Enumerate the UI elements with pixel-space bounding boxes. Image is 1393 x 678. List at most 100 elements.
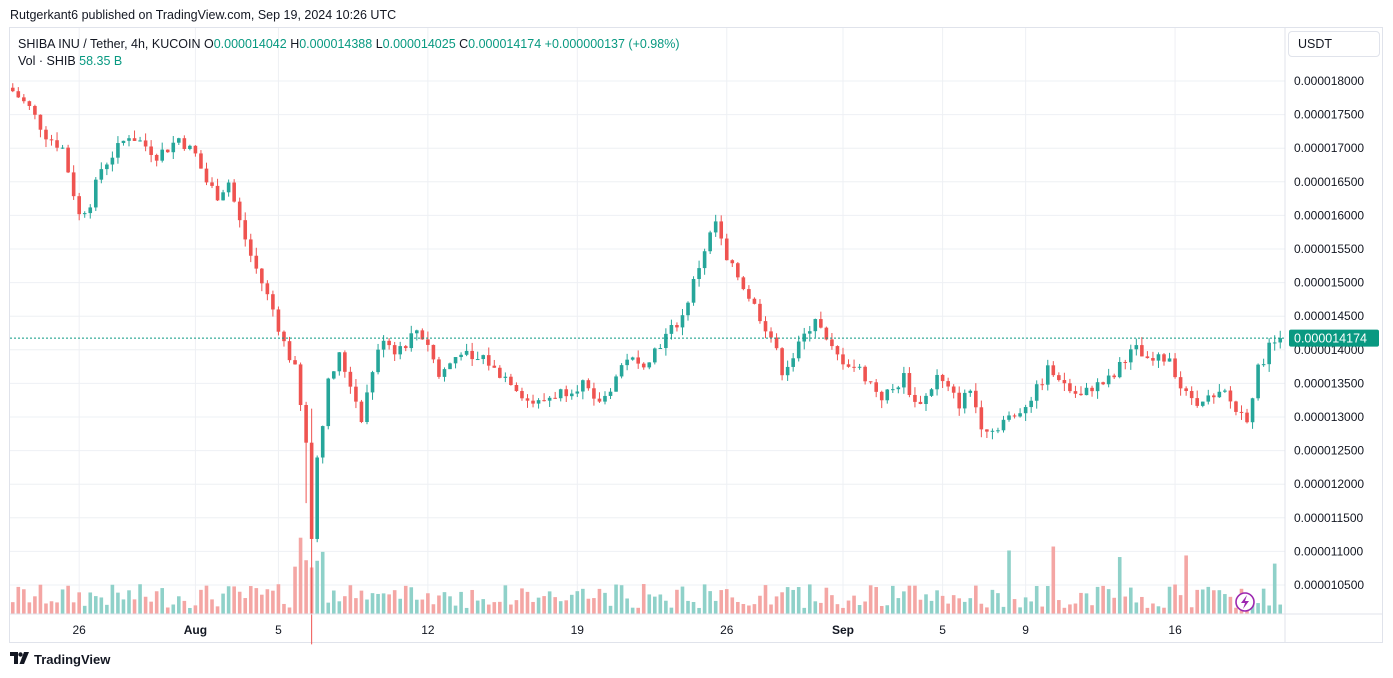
volume-bar: [376, 593, 380, 614]
volume-bar: [415, 599, 419, 614]
candle-body: [199, 153, 203, 169]
volume-bar: [149, 601, 153, 614]
candle-body: [431, 344, 436, 360]
candle-body: [780, 348, 784, 376]
volume-bar: [55, 602, 59, 614]
volume-bar: [260, 594, 264, 614]
time-tick-label: 5: [939, 623, 946, 637]
volume-bar: [879, 606, 884, 614]
volume-bar: [199, 589, 203, 614]
time-tick-label: 26: [720, 623, 734, 637]
candle-body: [520, 391, 524, 399]
price-tick-label: 0.000018000: [1294, 74, 1364, 88]
candle-body: [304, 405, 308, 443]
tradingview-logo-icon: [10, 652, 30, 667]
candle-body: [1001, 419, 1006, 431]
volume-bar: [442, 592, 447, 614]
ohlc-row: SHIBA INU / Tether, 4h, KUCOIN O0.000014…: [18, 36, 680, 53]
volume-bar: [437, 595, 441, 614]
candle-body: [702, 251, 707, 269]
volume-value: 58.35 B: [79, 54, 123, 68]
candle-body: [370, 372, 375, 393]
candle-body: [841, 354, 845, 365]
candle-body: [387, 340, 391, 346]
candle-body: [1167, 358, 1172, 362]
candle-body: [1151, 358, 1155, 361]
candle-body: [1184, 388, 1188, 392]
candle-body: [10, 87, 15, 92]
volume-bar: [824, 587, 829, 614]
tradingview-logo[interactable]: TradingView: [10, 652, 110, 667]
candle-body: [282, 331, 286, 342]
candle-body: [1101, 382, 1105, 385]
candle-body: [796, 341, 801, 359]
volume-bar: [27, 602, 32, 614]
volume-bar: [304, 560, 308, 614]
time-tick-label: 9: [1022, 623, 1029, 637]
candle-body: [232, 182, 236, 202]
volume-bar: [165, 607, 170, 614]
volume-bar: [1051, 546, 1056, 614]
candle-body: [1128, 349, 1133, 363]
high-label: H: [290, 37, 300, 51]
candle-body: [774, 337, 779, 349]
candle-body: [254, 255, 259, 269]
candle-body: [470, 350, 474, 360]
candle-body: [558, 389, 563, 399]
currency-selector[interactable]: USDT: [1288, 31, 1380, 57]
volume-bar: [614, 584, 618, 614]
volume-bar: [724, 589, 729, 614]
candle-body: [636, 357, 640, 364]
candle-body: [885, 389, 890, 401]
volume-bar: [365, 599, 369, 614]
volume-bar: [248, 586, 253, 614]
candle-body: [974, 390, 978, 408]
candle-body: [265, 283, 270, 295]
volume-bar: [1040, 606, 1045, 614]
chart-frame[interactable]: [9, 27, 1383, 643]
volume-bar: [193, 605, 198, 614]
candle-body: [1051, 365, 1056, 376]
price-tick-label: 0.000013500: [1294, 376, 1364, 390]
candle-body: [71, 172, 76, 197]
candle-body: [287, 341, 292, 361]
volume-bar: [398, 598, 403, 614]
volume-bar: [354, 598, 358, 614]
candle-body: [697, 268, 701, 280]
volume-bar: [1134, 602, 1139, 614]
candle-body: [658, 348, 663, 350]
lightning-bolt-icon[interactable]: [1235, 592, 1255, 612]
candle-body: [625, 359, 629, 366]
candle-body: [420, 330, 425, 340]
volume-bar: [1084, 593, 1089, 614]
candle-body: [879, 391, 884, 401]
volume-bar: [1140, 596, 1144, 614]
price-tick-label: 0.000011000: [1294, 544, 1364, 558]
open-value: 0.000014042: [213, 37, 287, 51]
volume-bar: [951, 595, 956, 614]
volume-bar: [990, 589, 995, 614]
volume-bar: [774, 596, 779, 614]
candle-body: [719, 221, 724, 239]
candle-body: [846, 364, 851, 367]
candle-body: [210, 182, 214, 186]
volume-bar: [525, 591, 530, 614]
volume-bar: [514, 600, 519, 614]
symbol-label[interactable]: SHIBA INU / Tether, 4h, KUCOIN: [18, 37, 201, 51]
candle-body: [868, 381, 873, 383]
volume-bar: [132, 599, 137, 614]
volume-bar: [271, 590, 275, 614]
volume-bar: [1018, 607, 1022, 614]
volume-bar: [647, 594, 652, 614]
volume-bar: [691, 602, 696, 614]
candle-body: [99, 169, 104, 180]
candle-body: [863, 366, 867, 382]
candle-body: [215, 185, 220, 201]
change-value: +0.000000137 (+0.98%): [544, 37, 680, 51]
volume-label[interactable]: Vol · SHIB: [18, 54, 76, 68]
candle-body: [1195, 398, 1200, 406]
candle-body: [448, 363, 452, 370]
volume-bar: [686, 600, 690, 614]
volume-bar: [38, 584, 43, 614]
